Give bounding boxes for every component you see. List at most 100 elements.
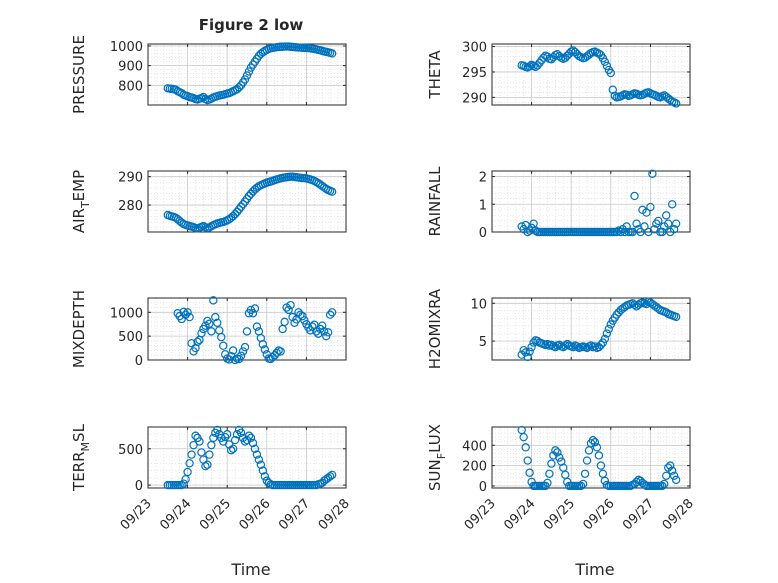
data-point [640,480,649,489]
axes-box [147,297,347,361]
data-point [209,296,218,305]
data-point [592,443,602,452]
series-points [517,425,681,491]
data-point [250,444,260,453]
data-point [217,332,226,342]
data-point [242,71,252,80]
data-point [185,312,194,322]
minor-grid [148,298,346,360]
data-point [276,347,285,356]
data-point [248,309,258,318]
figure-title: Figure 2 low [199,16,304,34]
data-point [636,227,645,237]
data-point [260,472,270,481]
data-point [207,327,216,336]
data-point [521,443,530,452]
data-point [246,433,256,443]
data-point [272,348,281,358]
y-tick-label: 500 [118,330,143,345]
series-points [173,296,337,365]
data-point [671,99,681,108]
data-point [197,329,206,338]
data-point [201,462,210,471]
data-point [244,67,254,76]
data-point [602,61,612,71]
data-point [325,472,335,481]
data-point [531,226,540,235]
subplot-air-temp: 280 290 AIRTEMP [70,170,347,233]
x-tick-label: 09/26 [237,496,274,533]
data-point [671,312,681,322]
data-point [221,350,230,359]
y-tick-label: 400 [462,439,487,454]
data-point [517,425,526,435]
data-point [630,191,639,201]
data-point [561,470,570,479]
data-point [590,438,600,447]
data-point [519,345,528,355]
data-point [189,440,198,450]
x-axis-label-left: Time [230,560,270,579]
data-point [662,211,671,220]
data-point [543,478,552,488]
data-point [240,437,250,446]
data-point [642,208,651,217]
data-point [610,91,619,101]
data-point [582,456,592,465]
y-tick-label: 0 [135,354,143,369]
data-point [230,355,240,365]
data-point [572,342,582,351]
data-point [248,438,258,448]
x-tick-label: 09/27 [276,496,313,533]
axes-box [491,297,691,361]
x-tick-label: 09/24 [501,496,538,533]
data-point [600,57,610,66]
data-point [551,446,560,455]
y-axis-label: H2OMIXRA [426,288,444,369]
y-tick-label: 900 [118,60,143,75]
data-point [183,308,192,317]
data-point [185,459,194,468]
x-axis-label-right: Time [574,560,614,579]
y-tick-label: 0 [135,479,143,494]
data-point [666,461,675,470]
data-point [240,75,250,84]
data-point [179,479,188,488]
y-tick-label: 200 [462,460,487,475]
data-point [539,53,548,62]
data-point [242,327,252,336]
data-point [660,479,669,489]
data-point [667,466,677,475]
y-tick-label: 500 [118,443,143,458]
data-point [244,431,254,440]
data-point [298,311,307,321]
data-point [576,481,586,491]
y-axis-label: AIRTEMP [70,170,92,233]
data-point [606,68,616,78]
data-point [258,340,268,349]
series-points [163,42,337,105]
data-point [658,481,667,491]
axes-box [491,43,691,106]
data-point [252,322,262,331]
data-point [236,351,246,360]
data-point [529,338,538,347]
x-tick-label: 09/24 [157,496,194,533]
data-point [199,221,208,231]
subplot-pressure: 800 900 1000 PRESSURE [70,35,347,114]
data-point [213,425,222,435]
data-point [327,308,337,317]
y-axis-label: SUNFLUX [426,424,448,491]
data-point [664,219,673,228]
y-tick-label: 800 [118,79,143,94]
axes-box [147,426,347,489]
y-tick-label: 0 [479,226,487,241]
series-points [163,172,337,233]
y-axis-label: THETA [426,50,444,100]
y-tick-label: 295 [462,66,487,81]
data-point [240,342,250,352]
data-point [181,475,190,484]
data-point [222,430,232,439]
